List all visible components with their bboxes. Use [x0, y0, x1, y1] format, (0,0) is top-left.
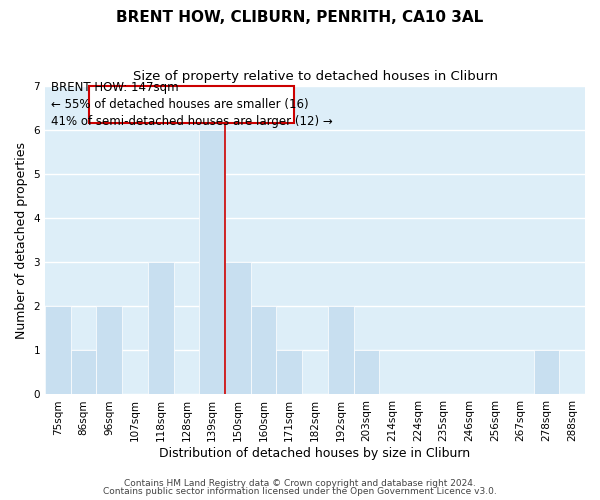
Bar [533, 350, 559, 395]
Text: Contains public sector information licensed under the Open Government Licence v3: Contains public sector information licen… [103, 487, 497, 496]
Y-axis label: Number of detached properties: Number of detached properties [15, 142, 28, 338]
Text: BRENT HOW: 147sqm
← 55% of detached houses are smaller (16)
41% of semi-detached: BRENT HOW: 147sqm ← 55% of detached hous… [51, 81, 332, 128]
Bar [71, 350, 97, 395]
X-axis label: Distribution of detached houses by size in Cliburn: Distribution of detached houses by size … [160, 447, 470, 460]
Bar [45, 306, 71, 394]
Bar [353, 350, 379, 395]
Text: Contains HM Land Registry data © Crown copyright and database right 2024.: Contains HM Land Registry data © Crown c… [124, 478, 476, 488]
Bar [199, 130, 225, 394]
Bar [148, 262, 173, 394]
FancyBboxPatch shape [89, 86, 295, 123]
Bar [225, 262, 251, 394]
Bar [97, 306, 122, 394]
Title: Size of property relative to detached houses in Cliburn: Size of property relative to detached ho… [133, 70, 497, 83]
Bar [251, 306, 277, 394]
Bar [277, 350, 302, 395]
Bar [328, 306, 353, 394]
Text: BRENT HOW, CLIBURN, PENRITH, CA10 3AL: BRENT HOW, CLIBURN, PENRITH, CA10 3AL [116, 10, 484, 25]
